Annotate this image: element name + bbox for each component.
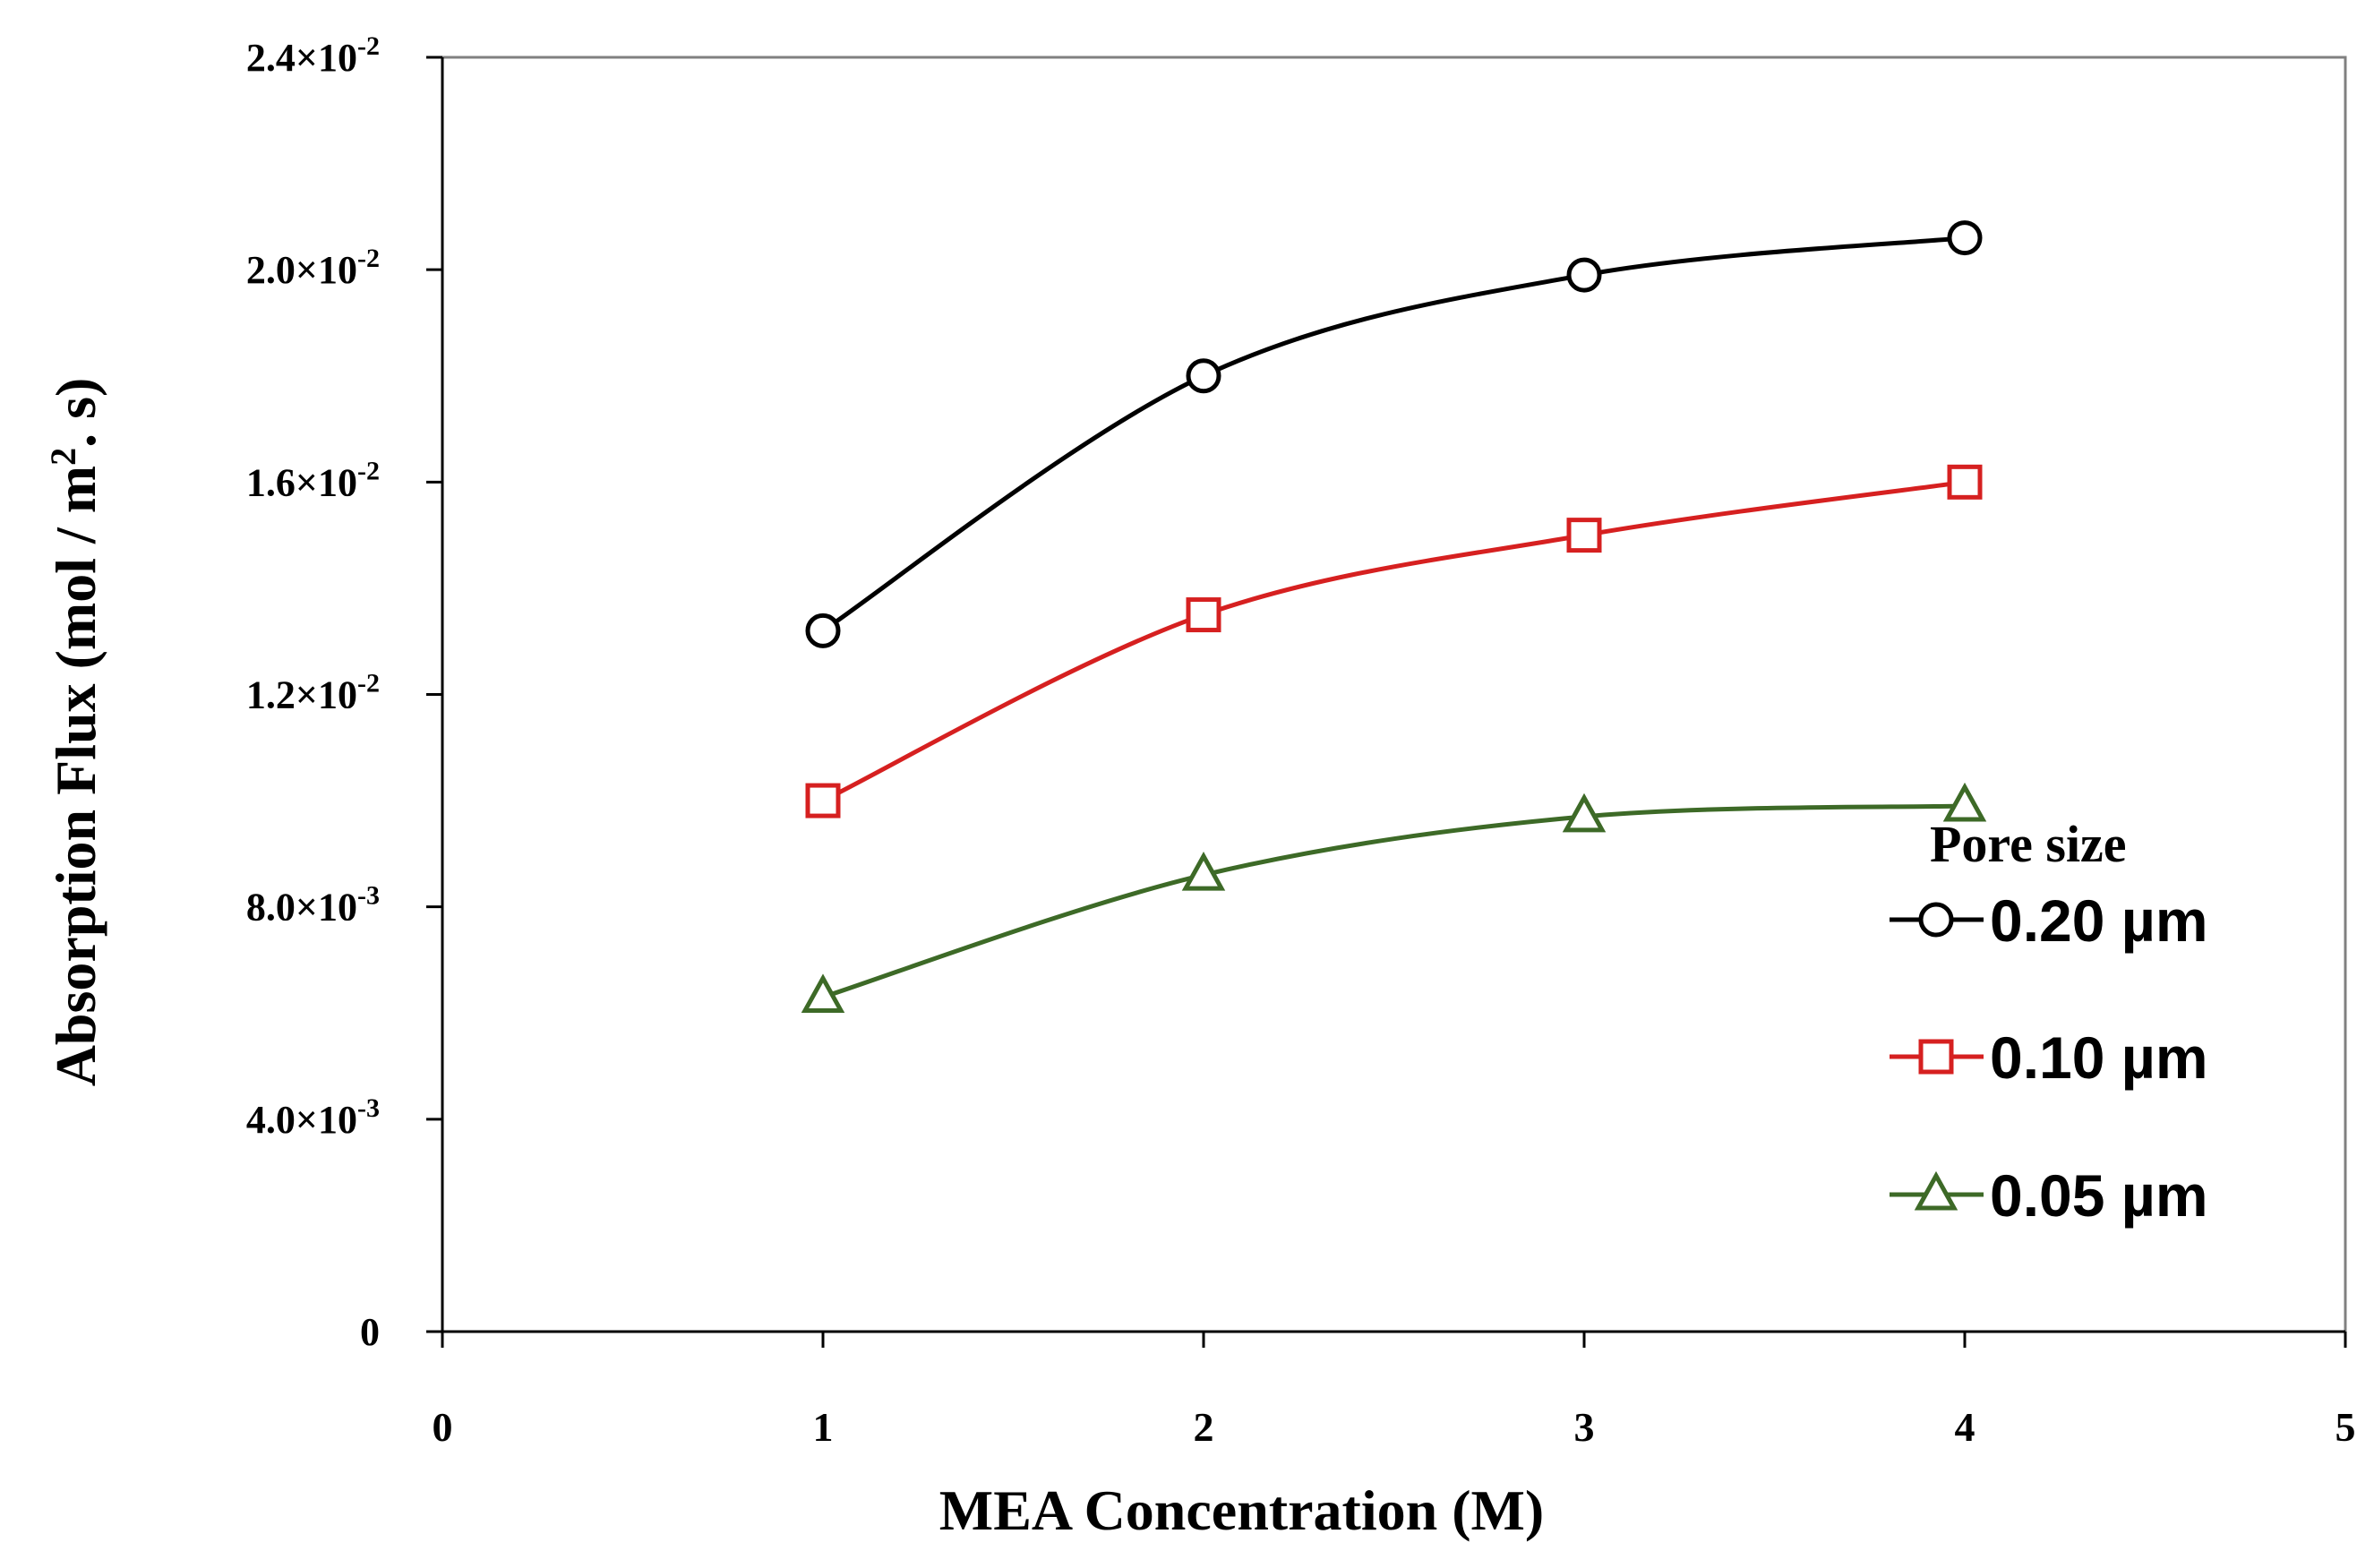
data-point-triangle [1181,851,1226,891]
data-point-triangle [801,973,845,1013]
plot-frame [441,56,2347,1333]
data-point-circle [1186,358,1221,394]
data-point-triangle [1562,793,1607,833]
x-tick-label: 5 [2335,1404,2356,1450]
data-point-circle [1947,220,1983,256]
data-point-square [1566,518,1602,553]
legend-label: 0.20 µm [1990,887,2208,954]
y-tick-label: 2.0×10-2 [246,244,380,292]
series-line [821,479,1966,803]
y-axis-title: Absorption Flux (mol / m2. s) [43,378,107,1087]
y-tick-label: 1.6×10-2 [246,456,380,504]
legend-marker-circle [1918,902,1954,938]
legend-marker-triangle [1914,1170,1958,1211]
series-circle [805,220,1983,648]
y-tick-label: 1.2×10-2 [246,669,380,717]
series-triangle [801,782,1987,1013]
legend: Pore size 0.20 µm 0.10 µm 0.05 µm [1890,815,2208,1229]
series-line [822,803,1966,999]
data-point-square [1947,464,1983,500]
data-point-square [1186,597,1221,633]
legend-label: 0.10 µm [1990,1024,2208,1091]
y-tick-label: 8.0×10-3 [246,881,380,930]
x-axis-title: MEA Concentration (M) [939,1478,1544,1542]
x-tick-label: 0 [433,1404,453,1450]
data-point-circle [805,613,841,648]
legend-title: Pore size [1930,815,2127,873]
legend-marker-square [1918,1039,1954,1075]
data-point-square [805,783,841,818]
x-tick-label: 4 [1955,1404,1975,1450]
series-square [805,464,1983,818]
y-tick-label: 4.0×10-3 [246,1093,380,1142]
legend-label: 0.05 µm [1990,1162,2208,1229]
series-line [821,236,1966,633]
legend-item: 0.05 µm [1890,1162,2208,1229]
x-tick-label: 1 [813,1404,834,1450]
x-tick-label: 2 [1194,1404,1214,1450]
series-layer [801,220,1987,1013]
legend-item: 0.20 µm [1890,887,2208,954]
axes: 0 4.0×10-3 8.0×10-3 1.2×10-2 1.6×10-2 2.0×10-… [43,31,2356,1542]
x-tick-label: 3 [1574,1404,1595,1450]
data-point-circle [1566,257,1602,293]
data-point-triangle [1942,782,1987,822]
y-tick-label: 0 [360,1310,380,1354]
y-tick-label: 2.4×10-2 [246,31,380,80]
legend-item: 0.10 µm [1890,1024,2208,1091]
